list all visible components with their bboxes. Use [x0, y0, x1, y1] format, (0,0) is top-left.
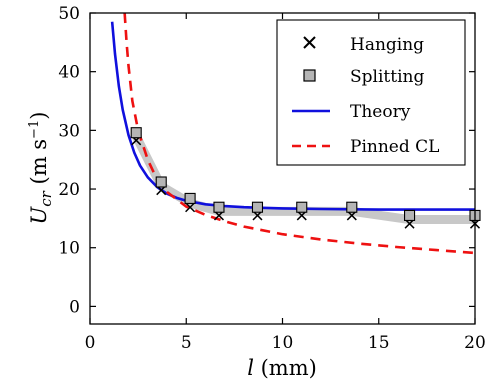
splitting-point: [130, 127, 142, 139]
y-tick-label: 0: [69, 297, 80, 317]
y-tick-label: 50: [58, 4, 80, 24]
x-tick-label: 15: [368, 333, 390, 353]
y-axis-subscript: cr: [37, 190, 55, 206]
x-axis-unit: (mm): [254, 356, 317, 380]
splitting-point: [296, 201, 308, 213]
legend-marker-hanging: [303, 36, 316, 49]
hanging-point: [185, 202, 196, 213]
y-axis-unit-prefix: (m s: [27, 139, 51, 191]
ticks-layer: 0 5 10 15 20 0 10 20 30 40 50: [58, 4, 485, 353]
x-tick-label: 5: [181, 333, 192, 353]
legend-label-pinned-cl: Pinned CL: [350, 137, 439, 157]
y-tick-label: 20: [58, 180, 80, 200]
splitting-point: [403, 209, 416, 221]
splitting-point: [184, 192, 196, 204]
y-axis-unit-suffix: ): [27, 112, 51, 120]
x-tick-label: 10: [272, 333, 294, 353]
y-tick-label: 10: [58, 239, 80, 259]
legend-label-hanging: Hanging: [350, 35, 424, 55]
y-axis-symbol: U: [27, 205, 51, 224]
x-axis-label: l (mm): [247, 356, 317, 380]
markers-layer: [130, 127, 481, 229]
legend: Hanging Splitting Theory Pinned CL: [276, 19, 466, 166]
y-axis-label: Ucr (m s−1): [27, 112, 55, 225]
x-tick-label: 20: [464, 333, 486, 353]
pinned-cl-line: [123, 13, 475, 255]
legend-marker-splitting: [303, 69, 316, 82]
y-tick-label: 30: [58, 121, 80, 141]
x-axis-symbol: l: [247, 356, 254, 380]
y-tick-label: 40: [58, 63, 80, 83]
hanging-point-stroke: [185, 202, 196, 213]
series-lines-layer: [110, 13, 475, 255]
splitting-point: [213, 201, 225, 213]
x-tick-label: 0: [85, 333, 96, 353]
legend-label-theory: Theory: [350, 102, 411, 122]
splitting-point: [346, 201, 358, 213]
splitting-point: [251, 201, 264, 213]
y-axis-unit-exponent: −1: [27, 120, 42, 139]
legend-label-splitting: Splitting: [350, 67, 424, 87]
splitting-point: [155, 176, 167, 188]
